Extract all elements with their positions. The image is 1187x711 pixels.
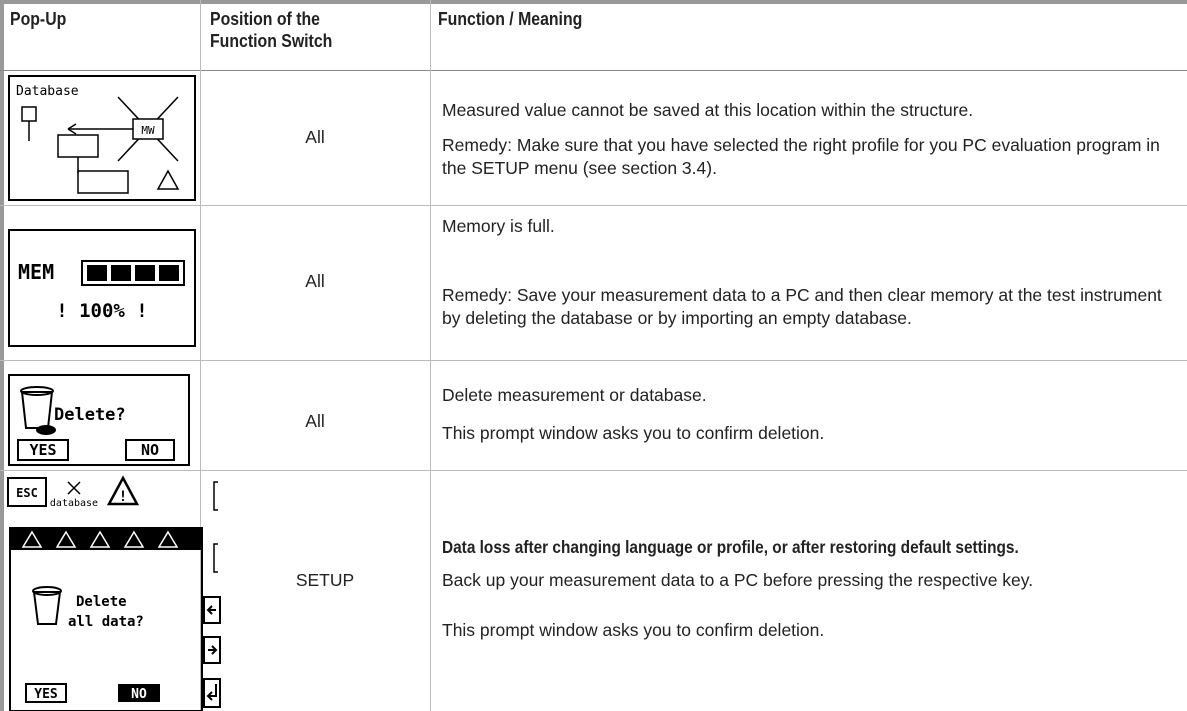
row-line	[0, 205, 1187, 206]
icon-text: YES	[29, 441, 56, 459]
icon-text: Database	[16, 84, 79, 99]
position: SETUP	[295, 570, 355, 590]
row-line	[0, 470, 1187, 471]
icon-text: YES	[34, 687, 58, 702]
left-border	[0, 0, 4, 711]
popup-icon: MEM ! 100% !	[8, 229, 196, 347]
meaning: This prompt window asks you to confirm d…	[442, 423, 825, 443]
popup-icon: Delete? YES NO	[8, 374, 190, 466]
meaning: Back up your measurement data to a PC be…	[442, 570, 1034, 590]
position: All	[305, 127, 325, 147]
meaning: Measured value cannot be saved at this l…	[442, 100, 974, 120]
icon-text: NO	[131, 687, 147, 702]
header-cell: Pop-Up	[10, 9, 67, 29]
meaning: Remedy: Save your measurement data to a …	[442, 285, 1162, 328]
position: All	[305, 271, 325, 291]
icon-text: all data?	[68, 614, 144, 630]
header-cell: Position of the Function Switch	[210, 9, 333, 51]
popup-icon: ESC database ! Delete all data? YES NO	[7, 475, 221, 711]
col-line	[200, 0, 201, 711]
icon-text: NO	[141, 441, 159, 459]
col-line	[430, 0, 431, 711]
popup-icon: Database MW	[8, 75, 196, 201]
icon-text: ! 100% !	[56, 300, 148, 322]
meaning: Memory is full.	[442, 216, 555, 236]
top-border	[0, 0, 1187, 4]
meaning: This prompt window asks you to confirm d…	[442, 620, 825, 640]
row-line	[0, 70, 1187, 71]
icon-text: database	[50, 498, 98, 509]
row-line	[0, 360, 1187, 361]
header-cell: Function / Meaning	[438, 9, 583, 29]
icon-text: Delete	[76, 594, 127, 610]
meaning-heading: Data loss after changing language or pro…	[442, 537, 1019, 557]
icon-text: Delete?	[54, 405, 126, 425]
meaning: Delete measurement or database.	[442, 385, 707, 405]
meaning: Remedy: Make sure that you have selected…	[442, 135, 1160, 178]
svg-text:!: !	[119, 489, 127, 505]
icon-text: ESC	[16, 486, 38, 500]
icon-text: MEM	[18, 260, 54, 284]
icon-text: MW	[141, 124, 155, 137]
position: All	[305, 411, 325, 431]
